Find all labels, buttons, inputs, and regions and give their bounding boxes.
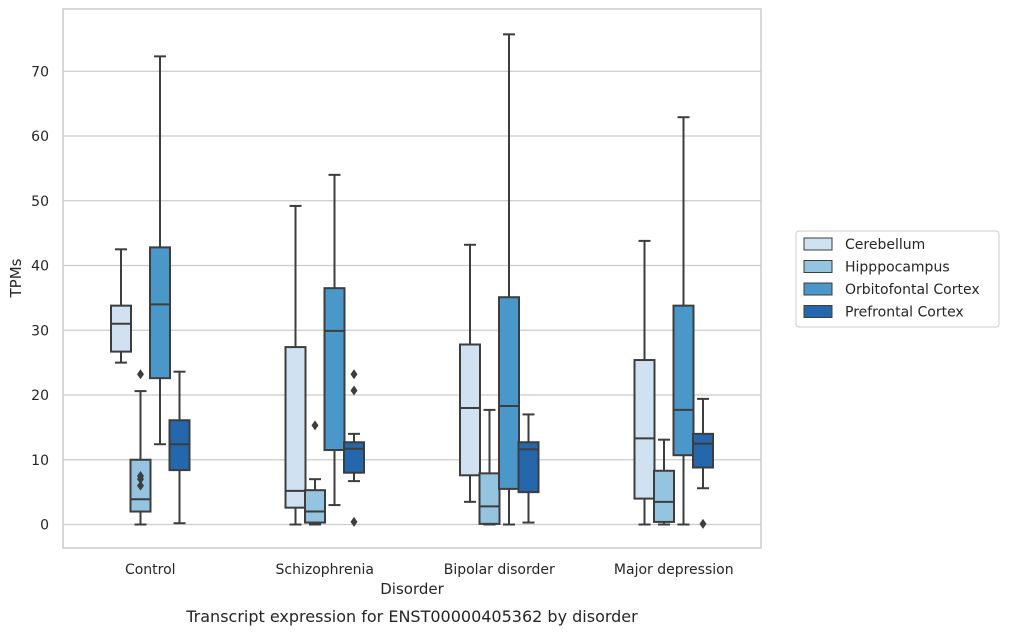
outlier-point [350, 516, 358, 527]
box [478, 408, 501, 526]
box-series [110, 33, 714, 529]
box-body [478, 472, 501, 525]
box [672, 116, 695, 526]
box [129, 369, 152, 526]
outlier-point [137, 369, 144, 380]
outlier-point [350, 369, 358, 380]
series-prefrontal-cortex [168, 369, 714, 529]
box-body [692, 432, 714, 469]
legend: Cerebellum Hipppocampus Orbitofontal Corte… [795, 230, 1000, 328]
box [692, 397, 714, 529]
legend-swatch [803, 305, 833, 318]
legend-label: Hipppocampus [845, 260, 950, 276]
y-tick-label: 60 [31, 129, 49, 145]
box-body [110, 304, 132, 353]
y-tick-label: 0 [40, 518, 49, 534]
box-body [498, 296, 520, 490]
box [323, 173, 346, 507]
x-axis-title: Disorder [380, 580, 444, 598]
legend-frame [795, 230, 1000, 328]
y-tick-label: 30 [31, 323, 49, 339]
x-tick-label: Control [125, 562, 176, 578]
outlier-point [311, 420, 319, 431]
series-hipppocampus [129, 369, 675, 526]
outlier-point [699, 518, 707, 529]
x-tick-label: Bipolar disorder [444, 562, 555, 578]
y-tick-label: 50 [31, 194, 49, 210]
y-tick-label: 70 [31, 64, 49, 80]
box [110, 248, 132, 364]
box [284, 204, 307, 526]
legend-swatch [803, 260, 833, 273]
x-tick-label: Schizophrenia [276, 562, 374, 578]
box [149, 55, 171, 446]
outlier-point [137, 470, 144, 481]
box-body [672, 304, 695, 457]
y-axis-ticks: 0 10 20 30 40 50 60 70 [31, 64, 49, 533]
outlier-point [350, 385, 358, 396]
box-body [633, 359, 656, 500]
box-body [343, 441, 365, 474]
y-tick-label: 10 [31, 453, 49, 469]
box [168, 370, 191, 525]
box-body [149, 246, 171, 380]
legend-item: Hipppocampus [803, 260, 950, 276]
box [517, 413, 540, 524]
box-body [284, 346, 307, 509]
legend-item: Cerebellum [803, 237, 925, 253]
box-body [517, 441, 540, 494]
box [343, 369, 365, 527]
series-orbitofontal-cortex [149, 33, 695, 526]
legend-swatch [803, 237, 833, 251]
legend-item: Orbitofontal Cortex [803, 282, 980, 298]
box-body [459, 343, 481, 477]
box [459, 243, 481, 503]
x-axis-ticks: Control Schizophrenia Bipolar disorder Majo… [125, 562, 734, 578]
chart-caption: Transcript expression for ENST0000040536… [185, 607, 638, 626]
x-tick-label: Major depression [614, 562, 734, 578]
y-axis-title: TPMs [7, 258, 25, 298]
box-body [323, 287, 346, 452]
box [633, 239, 656, 526]
box [653, 438, 675, 526]
box-body [653, 469, 675, 523]
legend-label: Cerebellum [845, 237, 925, 253]
series-cerebellum [110, 204, 656, 526]
box [498, 33, 520, 526]
y-tick-label: 40 [31, 259, 49, 275]
y-tick-label: 20 [31, 388, 49, 404]
legend-label: Prefrontal Cortex [845, 305, 964, 321]
box [304, 420, 326, 526]
box-body [304, 489, 326, 524]
plot-area-frame [62, 8, 762, 549]
legend-item: Prefrontal Cortex [803, 305, 964, 321]
outlier-point [137, 480, 144, 491]
legend-swatch [803, 282, 833, 296]
legend-label: Orbitofontal Cortex [845, 282, 980, 298]
